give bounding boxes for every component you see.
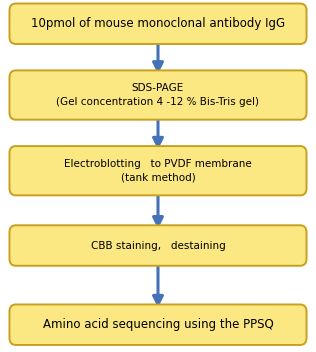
FancyBboxPatch shape (9, 225, 307, 266)
FancyBboxPatch shape (9, 304, 307, 345)
Text: Electroblotting   to PVDF membrane
(tank method): Electroblotting to PVDF membrane (tank m… (64, 159, 252, 182)
FancyBboxPatch shape (9, 4, 307, 44)
Text: 10pmol of mouse monoclonal antibody IgG: 10pmol of mouse monoclonal antibody IgG (31, 17, 285, 30)
Text: Amino acid sequencing using the PPSQ: Amino acid sequencing using the PPSQ (43, 318, 273, 331)
Text: CBB staining,   destaining: CBB staining, destaining (91, 240, 225, 251)
Text: SDS-PAGE
(Gel concentration 4 -12 % Bis-Tris gel): SDS-PAGE (Gel concentration 4 -12 % Bis-… (57, 83, 259, 107)
FancyBboxPatch shape (9, 70, 307, 120)
FancyBboxPatch shape (9, 146, 307, 195)
